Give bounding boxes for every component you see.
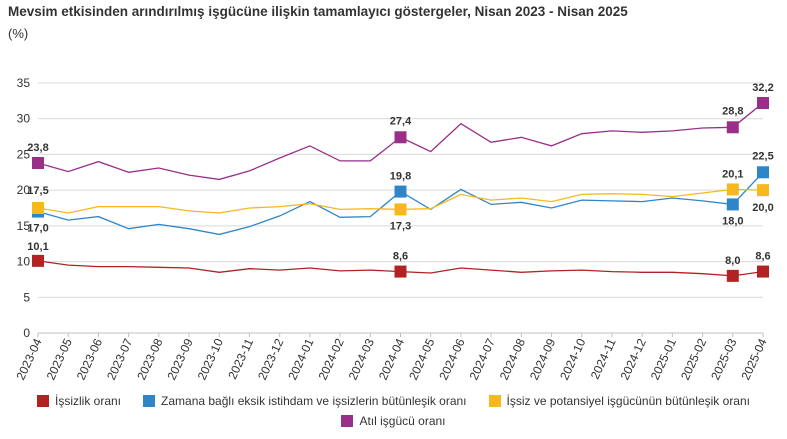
x-tick-label: 2025-04 bbox=[738, 336, 769, 382]
legend-swatch-idle-labour bbox=[341, 415, 354, 427]
legend-item-unemployment[interactable]: İşsizlik oranı bbox=[37, 394, 121, 408]
x-tick-label: 2025-03 bbox=[708, 336, 739, 382]
data-point-marker bbox=[32, 157, 44, 169]
x-tick-label: 2024-01 bbox=[285, 336, 316, 382]
y-tick-label: 35 bbox=[17, 76, 31, 90]
x-tick-label: 2024-09 bbox=[527, 336, 558, 382]
data-point-marker bbox=[32, 254, 44, 267]
x-tick-label: 2023-10 bbox=[195, 336, 226, 382]
line-chart: 051015202530352023-042023-052023-062023-… bbox=[13, 76, 773, 382]
data-label: 10,1 bbox=[27, 241, 48, 253]
legend-label-potential-labour: İşsiz ve potansiyel işgücünün bütünleşik… bbox=[506, 394, 750, 408]
x-tick-label: 2024-11 bbox=[588, 336, 619, 381]
x-tick-label: 2023-11 bbox=[225, 336, 256, 381]
y-tick-label: 30 bbox=[17, 112, 31, 126]
legend-item-potential-labour[interactable]: İşsiz ve potansiyel işgücünün bütünleşik… bbox=[488, 394, 750, 408]
data-label: 20,0 bbox=[752, 202, 773, 214]
legend-label-underemployment: Zamana bağlı eksik istihdam ve işsizleri… bbox=[161, 394, 467, 408]
data-label: 20,1 bbox=[722, 168, 743, 180]
data-point-marker bbox=[394, 185, 407, 198]
data-label: 18,0 bbox=[722, 215, 743, 227]
y-tick-label: 15 bbox=[17, 219, 31, 233]
x-tick-label: 2023-06 bbox=[74, 336, 105, 382]
data-label: 8,6 bbox=[755, 251, 770, 263]
legend-label-idle-labour: Atıl işgücü oranı bbox=[359, 414, 446, 428]
legend-row-2: Atıl işgücü oranı bbox=[0, 414, 787, 428]
x-tick-label: 2025-02 bbox=[678, 336, 709, 382]
x-tick-label: 2023-12 bbox=[255, 336, 286, 382]
x-tick-label: 2024-02 bbox=[315, 336, 346, 382]
x-tick-label: 2023-04 bbox=[13, 336, 44, 382]
x-tick-label: 2024-03 bbox=[346, 336, 377, 382]
data-label: 17,0 bbox=[27, 223, 48, 235]
data-point-marker bbox=[726, 121, 739, 134]
data-label: 17,3 bbox=[390, 220, 411, 232]
data-label: 17,5 bbox=[27, 185, 48, 197]
y-tick-label: 10 bbox=[17, 255, 31, 269]
legend-swatch-potential-labour bbox=[488, 395, 501, 407]
x-tick-label: 2024-10 bbox=[557, 336, 588, 382]
data-point-marker bbox=[32, 202, 44, 214]
legend: İşsizlik oranı Zamana bağlı eksik istihd… bbox=[0, 394, 787, 434]
data-point-marker bbox=[757, 265, 769, 278]
x-tick-label: 2025-01 bbox=[648, 336, 679, 382]
data-label: 28,8 bbox=[722, 105, 743, 117]
chart-title: Mevsim etkisinden arındırılmış işgücüne … bbox=[8, 4, 628, 19]
legend-item-underemployment[interactable]: Zamana bağlı eksik istihdam ve işsizleri… bbox=[143, 394, 467, 408]
data-label: 27,4 bbox=[390, 115, 412, 127]
y-tick-label: 20 bbox=[17, 183, 31, 197]
legend-swatch-unemployment bbox=[37, 395, 49, 407]
data-point-marker bbox=[726, 269, 739, 282]
legend-item-idle-labour[interactable]: Atıl işgücü oranı bbox=[341, 414, 446, 428]
data-label: 22,5 bbox=[752, 150, 773, 162]
x-tick-label: 2024-08 bbox=[497, 336, 528, 382]
data-point-marker bbox=[394, 131, 407, 144]
data-point-marker bbox=[726, 198, 739, 211]
x-tick-label: 2023-07 bbox=[104, 336, 135, 382]
data-point-marker bbox=[394, 203, 407, 216]
x-tick-label: 2024-12 bbox=[618, 336, 649, 382]
x-tick-label: 2024-04 bbox=[376, 336, 407, 382]
data-label: 23,8 bbox=[27, 142, 48, 154]
x-tick-label: 2023-08 bbox=[134, 336, 165, 382]
data-point-marker bbox=[394, 265, 407, 278]
data-point-marker bbox=[726, 183, 739, 196]
y-tick-label: 0 bbox=[23, 326, 30, 340]
data-point-marker bbox=[757, 97, 769, 109]
data-label: 8,6 bbox=[393, 251, 408, 263]
x-tick-label: 2023-09 bbox=[164, 336, 195, 382]
legend-swatch-underemployment bbox=[143, 395, 156, 407]
data-point-marker bbox=[757, 166, 769, 179]
unit-label: (%) bbox=[8, 26, 29, 41]
data-label: 19,8 bbox=[390, 171, 411, 183]
data-label: 32,2 bbox=[752, 82, 773, 94]
data-label: 8,0 bbox=[725, 255, 740, 267]
x-tick-label: 2024-06 bbox=[436, 336, 467, 382]
x-tick-label: 2024-07 bbox=[467, 336, 498, 382]
x-tick-label: 2023-05 bbox=[44, 336, 75, 382]
x-tick-label: 2024-05 bbox=[406, 336, 437, 382]
legend-label-unemployment: İşsizlik oranı bbox=[55, 394, 122, 408]
y-tick-label: 25 bbox=[17, 147, 31, 161]
legend-row-1: İşsizlik oranı Zamana bağlı eksik istihd… bbox=[0, 394, 787, 408]
data-point-marker bbox=[757, 184, 769, 197]
y-tick-label: 5 bbox=[23, 290, 30, 304]
